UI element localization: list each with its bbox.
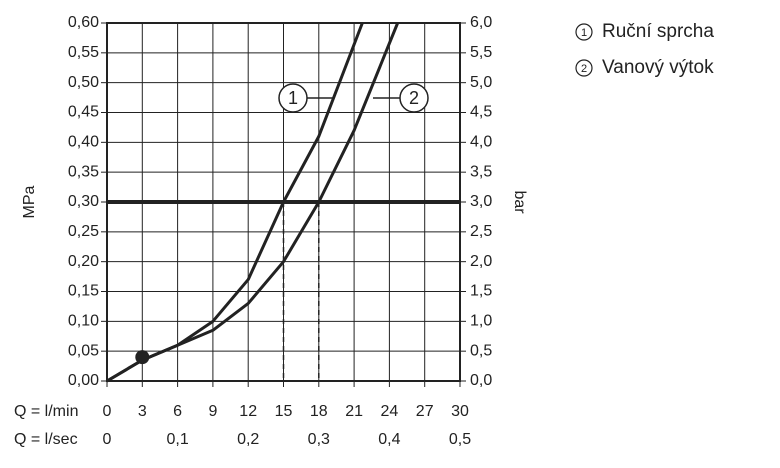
x-tick-label: 15 (275, 403, 293, 420)
y-tick-label: 0,00 (68, 372, 99, 389)
y2-tick-label: 2,5 (470, 223, 492, 240)
y2-axis-label: bar (511, 190, 528, 214)
y-tick-label: 0,60 (68, 14, 99, 31)
y-tick-label: 0,50 (68, 74, 99, 91)
y2-tick-label: 0,5 (470, 342, 492, 359)
curve-label-circle (399, 83, 429, 113)
y-tick-label: 0,20 (68, 253, 99, 270)
legend-symbol (575, 23, 593, 41)
y-axis-label: MPa (21, 185, 38, 218)
x-tick-label: 3 (138, 403, 147, 420)
legend-label: Vanový výtok (602, 57, 714, 78)
y2-tick-label: 6,0 (470, 14, 492, 31)
x-tick-label: 21 (345, 403, 363, 420)
x2-tick-label: 0,3 (308, 431, 330, 448)
y-tick-label: 0,10 (68, 313, 99, 330)
curve-label: 1 (288, 88, 298, 108)
y2-tick-label: 3,0 (470, 193, 492, 210)
y-tick-label: 0,35 (68, 163, 99, 180)
x2-tick-label: 0 (103, 431, 112, 448)
line-series (106, 22, 400, 383)
y2-tick-label: 1,5 (470, 283, 492, 300)
legend-symbol-label: 1 (581, 27, 587, 39)
x2-tick-label: 0,5 (449, 431, 471, 448)
y-tick-label: 0,15 (68, 283, 99, 300)
x-tick-label: 24 (381, 403, 399, 420)
x-tick-label: 0 (103, 403, 112, 420)
curve-label-circle (278, 83, 308, 113)
x2-tick-label: 0,1 (166, 431, 188, 448)
x2-tick-label: 0,4 (378, 431, 400, 448)
y2-tick-label: 0,0 (470, 372, 492, 389)
marker-dot (135, 350, 150, 365)
y2-tick-label: 4,5 (470, 104, 492, 121)
y2-tick-label: 5,0 (470, 74, 492, 91)
y-tick-label: 0,55 (68, 44, 99, 61)
x-tick-label: 12 (239, 403, 257, 420)
y2-tick-label: 5,5 (470, 44, 492, 61)
x-tick-label: 9 (208, 403, 217, 420)
x-tick-label: 30 (451, 403, 469, 420)
y2-tick-label: 3,5 (470, 163, 492, 180)
x-axis-label: Q = l/min (14, 403, 78, 420)
x2-axis-label: Q = l/sec (14, 431, 78, 448)
curve-label: 2 (409, 88, 419, 108)
x-tick-label: 18 (310, 403, 328, 420)
y-tick-label: 0,40 (68, 134, 99, 151)
x2-tick-label: 0,2 (237, 431, 259, 448)
y-tick-label: 0,05 (68, 342, 99, 359)
y-tick-label: 0,30 (68, 193, 99, 210)
y2-tick-label: 2,0 (470, 253, 492, 270)
legend-symbol-label: 2 (581, 63, 587, 75)
y2-tick-label: 4,0 (470, 134, 492, 151)
x-tick-label: 6 (173, 403, 182, 420)
y-tick-label: 0,45 (68, 104, 99, 121)
y-tick-label: 0,25 (68, 223, 99, 240)
x-tick-label: 27 (416, 403, 434, 420)
legend-symbol (575, 59, 593, 77)
legend-label: Ruční sprcha (602, 21, 714, 42)
y2-tick-label: 1,0 (470, 313, 492, 330)
